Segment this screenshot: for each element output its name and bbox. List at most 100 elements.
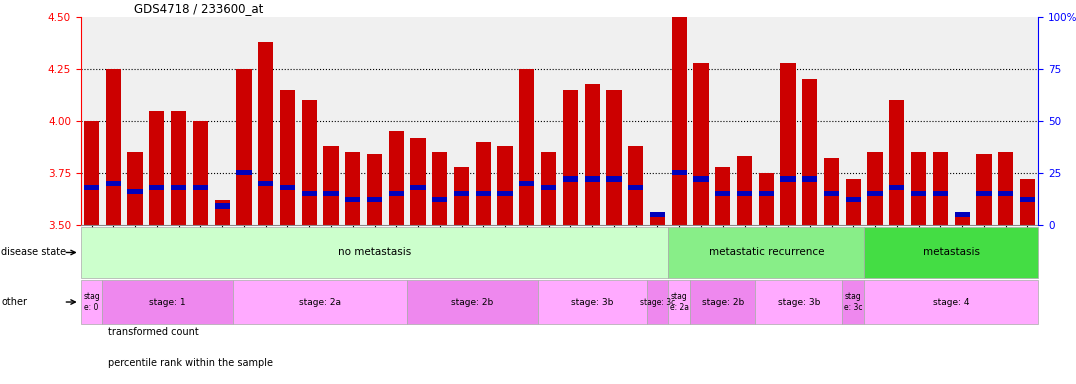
Text: stage: 2a: stage: 2a xyxy=(299,298,341,306)
Text: metastatic recurrence: metastatic recurrence xyxy=(708,247,824,258)
Bar xyxy=(258,180,273,186)
Text: stage: 4: stage: 4 xyxy=(933,298,969,306)
Bar xyxy=(668,227,864,278)
Bar xyxy=(1020,179,1035,225)
Bar xyxy=(476,142,491,225)
Bar xyxy=(454,167,469,225)
Bar xyxy=(999,191,1014,196)
Bar xyxy=(563,176,578,182)
Text: stage: 3c: stage: 3c xyxy=(640,298,675,306)
Text: stag
e: 2a: stag e: 2a xyxy=(669,292,689,312)
Bar xyxy=(759,191,774,196)
Bar xyxy=(563,90,578,225)
Bar xyxy=(803,79,818,225)
Bar xyxy=(171,111,186,225)
Bar xyxy=(824,191,839,196)
Bar xyxy=(324,146,339,225)
Bar xyxy=(497,146,513,225)
Bar xyxy=(81,280,102,324)
Bar xyxy=(345,197,360,202)
Text: metastasis: metastasis xyxy=(923,247,980,258)
Bar xyxy=(214,204,230,209)
Bar xyxy=(671,170,686,175)
Text: stage: 1: stage: 1 xyxy=(150,298,186,306)
Bar xyxy=(237,170,252,175)
Bar xyxy=(301,191,316,196)
Bar xyxy=(105,180,121,186)
Bar xyxy=(584,84,599,225)
Bar xyxy=(454,191,469,196)
Bar xyxy=(650,212,665,217)
Bar xyxy=(345,152,360,225)
Bar xyxy=(150,111,165,225)
Bar xyxy=(690,280,755,324)
Bar xyxy=(102,280,233,324)
Bar xyxy=(759,173,774,225)
Bar xyxy=(584,176,599,182)
Bar xyxy=(889,100,905,225)
Bar xyxy=(843,280,864,324)
Text: other: other xyxy=(1,297,27,307)
Bar xyxy=(824,158,839,225)
Bar xyxy=(433,197,448,202)
Bar xyxy=(388,131,404,225)
Bar xyxy=(214,200,230,225)
Bar xyxy=(606,176,622,182)
Text: percentile rank within the sample: percentile rank within the sample xyxy=(108,358,272,368)
Text: stage: 3b: stage: 3b xyxy=(778,298,820,306)
Bar xyxy=(976,154,992,225)
Bar xyxy=(301,100,316,225)
Bar xyxy=(693,176,709,182)
Text: stage: 2b: stage: 2b xyxy=(702,298,744,306)
Text: transformed count: transformed count xyxy=(108,327,198,337)
Bar xyxy=(538,280,647,324)
Bar xyxy=(864,280,1038,324)
Bar xyxy=(171,185,186,190)
Bar xyxy=(716,167,731,225)
Bar xyxy=(716,191,731,196)
Bar xyxy=(606,90,622,225)
Bar xyxy=(237,69,252,225)
Bar xyxy=(193,185,208,190)
Bar xyxy=(280,185,295,190)
Bar xyxy=(367,154,382,225)
Bar xyxy=(193,121,208,225)
Bar xyxy=(780,63,795,225)
Bar xyxy=(258,42,273,225)
Bar xyxy=(780,176,795,182)
Bar xyxy=(846,179,861,225)
Bar xyxy=(628,146,643,225)
Bar xyxy=(954,214,969,225)
Text: stag
e: 0: stag e: 0 xyxy=(83,292,100,312)
Bar xyxy=(933,191,948,196)
Bar xyxy=(650,214,665,225)
Bar xyxy=(541,185,556,190)
Bar xyxy=(999,152,1014,225)
Bar xyxy=(84,185,99,190)
Bar xyxy=(433,152,448,225)
Bar xyxy=(105,69,121,225)
Bar xyxy=(867,191,882,196)
Bar xyxy=(693,63,709,225)
Text: stag
e: 3c: stag e: 3c xyxy=(844,292,863,312)
Bar xyxy=(520,69,535,225)
Bar xyxy=(755,280,843,324)
Bar xyxy=(867,152,882,225)
Bar xyxy=(150,185,165,190)
Bar xyxy=(864,227,1038,278)
Text: GDS4718 / 233600_at: GDS4718 / 233600_at xyxy=(134,2,264,15)
Bar xyxy=(407,280,538,324)
Bar xyxy=(476,191,491,196)
Bar xyxy=(933,152,948,225)
Bar xyxy=(388,191,404,196)
Bar xyxy=(127,152,143,225)
Bar xyxy=(668,280,690,324)
Text: stage: 2b: stage: 2b xyxy=(451,298,494,306)
Bar xyxy=(911,152,926,225)
Bar xyxy=(846,197,861,202)
Bar xyxy=(628,185,643,190)
Text: disease state: disease state xyxy=(1,247,67,258)
Bar xyxy=(911,191,926,196)
Bar xyxy=(737,156,752,225)
Text: stage: 3b: stage: 3b xyxy=(571,298,613,306)
